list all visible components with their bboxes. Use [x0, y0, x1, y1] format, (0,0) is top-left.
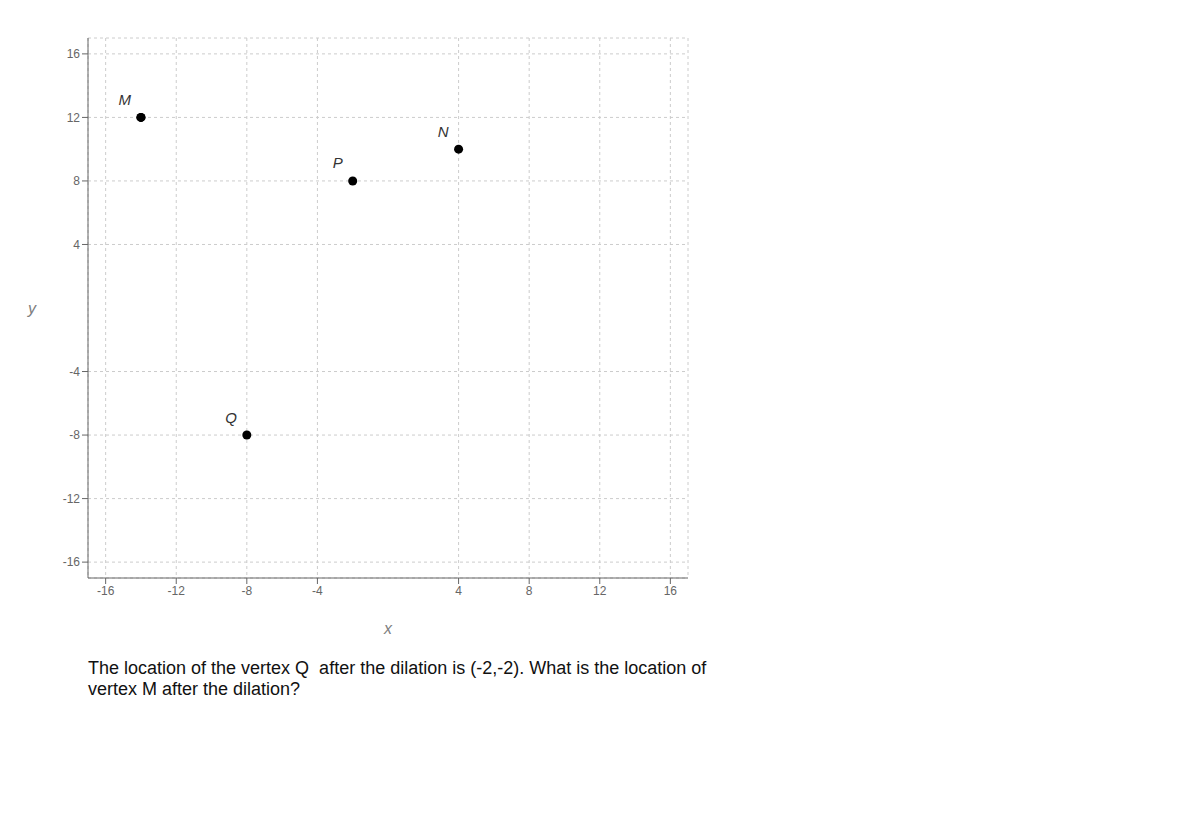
html-text:The location of the vertex Q a: The location of the vertex Q after the d…	[88, 658, 707, 699]
svg-text:8: 8	[73, 174, 80, 188]
svg-text:4: 4	[73, 238, 80, 252]
svg-text:12: 12	[593, 584, 607, 598]
svg-text:P: P	[333, 154, 343, 171]
svg-text:8: 8	[526, 584, 533, 598]
svg-text:-12: -12	[168, 584, 186, 598]
svg-text:12: 12	[67, 111, 81, 125]
svg-text:-16: -16	[63, 555, 81, 569]
svg-text:Q: Q	[225, 409, 237, 426]
svg-text:-12: -12	[63, 492, 81, 506]
svg-text:-4: -4	[312, 584, 323, 598]
svg-text:16: 16	[67, 47, 81, 61]
svg-text:x: x	[383, 620, 393, 637]
svg-text:N: N	[438, 123, 449, 140]
svg-text:-8: -8	[241, 584, 252, 598]
svg-text:y: y	[27, 300, 37, 317]
svg-text:4: 4	[455, 584, 462, 598]
svg-text:M: M	[118, 91, 131, 108]
svg-text:-8: -8	[69, 428, 80, 442]
svg-text:-16: -16	[97, 584, 115, 598]
svg-text:-4: -4	[69, 365, 80, 379]
svg-text:16: 16	[664, 584, 678, 598]
